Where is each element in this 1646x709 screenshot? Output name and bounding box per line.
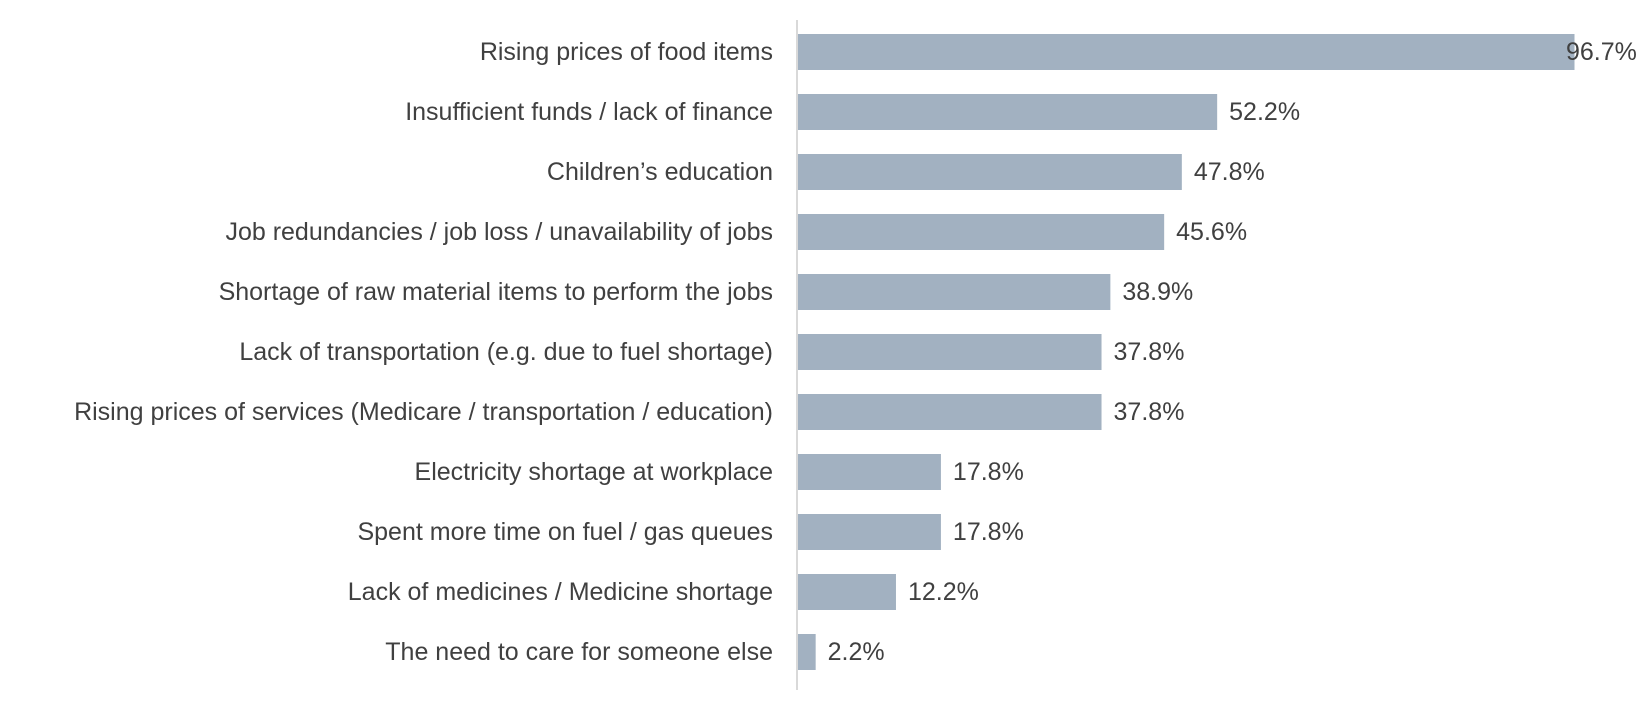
category-label: Lack of transportation (e.g. due to fuel…: [239, 338, 773, 366]
bar: [798, 634, 816, 670]
value-label: 17.8%: [953, 458, 1024, 486]
value-label: 12.2%: [908, 578, 979, 606]
value-label: 17.8%: [953, 518, 1024, 546]
bar: [798, 334, 1102, 370]
value-label: 37.8%: [1114, 338, 1185, 366]
bar: [798, 514, 941, 550]
category-label: Insufficient funds / lack of finance: [405, 98, 773, 126]
category-label: Electricity shortage at workplace: [415, 458, 773, 486]
value-label: 2.2%: [828, 638, 885, 666]
value-label: 96.7%: [1566, 38, 1637, 66]
value-labels-group: 96.7% 52.2% 47.8% 45.6% 38.9% 37.8% 37.8% 17.8%…: [828, 38, 1637, 666]
bar: [798, 154, 1182, 190]
category-label: Spent more time on fuel / gas queues: [357, 518, 773, 546]
bar: [798, 94, 1218, 130]
bar: [798, 394, 1102, 430]
category-label: Job redundancies / job loss / unavailabi…: [225, 218, 773, 246]
category-label: Children’s education: [547, 158, 773, 186]
bar: [798, 34, 1575, 70]
bars-group: [798, 34, 1575, 670]
category-label: Lack of medicines / Medicine shortage: [348, 578, 773, 606]
value-label: 47.8%: [1194, 158, 1265, 186]
category-label: Rising prices of services (Medicare / tr…: [74, 398, 773, 426]
value-label: 37.8%: [1114, 398, 1185, 426]
category-label: Shortage of raw material items to perfor…: [219, 278, 773, 306]
value-label: 38.9%: [1122, 278, 1193, 306]
category-labels-group: Rising prices of food items Insufficient …: [74, 38, 773, 666]
bar: [798, 214, 1165, 250]
bar: [798, 454, 941, 490]
category-label: The need to care for someone else: [385, 638, 773, 666]
bar: [798, 274, 1111, 310]
bar: [798, 574, 896, 610]
value-label: 52.2%: [1229, 98, 1300, 126]
value-label: 45.6%: [1176, 218, 1247, 246]
category-label: Rising prices of food items: [480, 38, 773, 66]
